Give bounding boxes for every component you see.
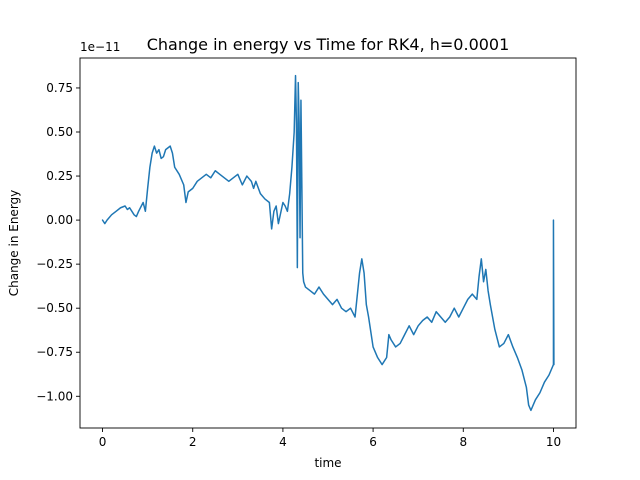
- y-axis-offset-label: 1e−11: [80, 40, 120, 54]
- x-axis-label: time: [314, 456, 341, 470]
- x-axis-ticks: 0 2 4 6 8 10: [99, 428, 561, 449]
- x-tick-label: 4: [279, 435, 287, 449]
- y-tick-label: −0.25: [36, 257, 73, 271]
- x-tick-label: 2: [189, 435, 197, 449]
- y-tick-label: 0.00: [46, 213, 73, 227]
- y-tick-label: 0.75: [46, 81, 73, 95]
- x-tick-label: 0: [99, 435, 107, 449]
- y-axis-label: Change in Energy: [7, 190, 21, 297]
- plot-area: [101, 74, 555, 412]
- y-tick-label: −1.00: [36, 389, 73, 403]
- y-axis-ticks: −1.00 −0.75 −0.50 −0.25 0.00 0.25 0.50 0.75: [36, 81, 80, 403]
- chart-title: Change in energy vs Time for RK4, h=0.00…: [147, 35, 510, 54]
- y-tick-label: 0.50: [46, 125, 73, 139]
- y-tick-label: −0.50: [36, 301, 73, 315]
- x-tick-label: 8: [459, 435, 467, 449]
- x-tick-label: 6: [369, 435, 377, 449]
- plot-frame: [79, 57, 577, 429]
- x-tick-label: 10: [546, 435, 561, 449]
- y-tick-label: −0.75: [36, 345, 73, 359]
- y-tick-label: 0.25: [46, 169, 73, 183]
- series-line-0: [101, 74, 555, 412]
